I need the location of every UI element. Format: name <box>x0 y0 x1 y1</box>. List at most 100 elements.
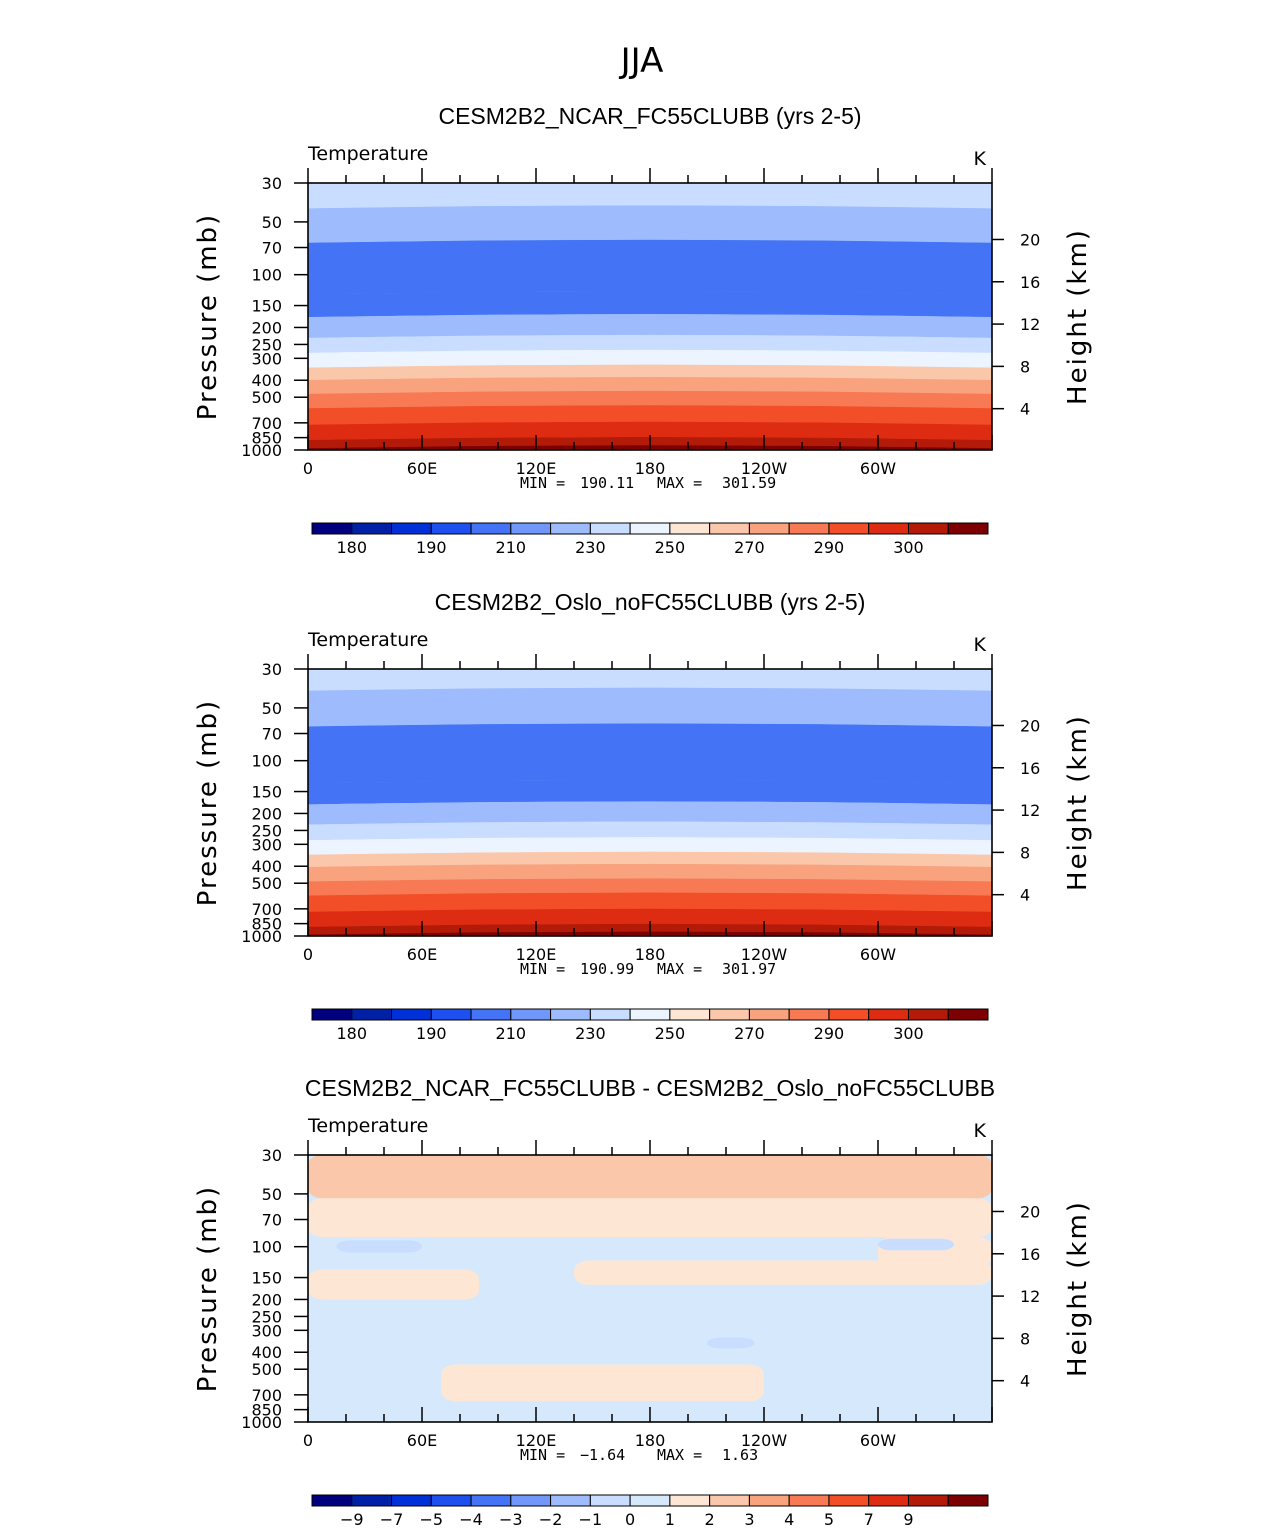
y-tick-label: 50 <box>262 1185 282 1204</box>
y-tick-label: 500 <box>251 388 282 407</box>
y-tick-label: 200 <box>251 1290 282 1309</box>
x-tick-label: 60W <box>860 459 896 478</box>
y-tick-label: 150 <box>251 1269 282 1288</box>
colorbar-label: 300 <box>893 538 924 557</box>
contour-region <box>308 1155 992 1199</box>
y-tick-label: 300 <box>251 835 282 854</box>
colorbar-box <box>589 1008 631 1021</box>
colorbar-box <box>669 522 711 535</box>
x-tick-label: 0 <box>303 945 313 964</box>
panels-group: CESM2B2_NCAR_FC55CLUBB (yrs 2-5) Temperat… <box>193 103 1093 1529</box>
y-tick-label: 1000 <box>241 927 282 946</box>
colorbar-box <box>430 1494 472 1507</box>
max-value: 301.97 <box>722 960 776 978</box>
colorbar-box <box>709 1008 750 1021</box>
height-tick-label: 4 <box>1020 1372 1030 1391</box>
page-title: JJA <box>619 41 664 81</box>
units-label: K <box>974 148 987 170</box>
max-value: 301.59 <box>722 474 776 492</box>
contour-band <box>308 314 992 339</box>
colorbar-box <box>709 522 750 535</box>
colorbar-box <box>589 1494 631 1507</box>
colorbar: 180 190 210 230 250 270 290 300 <box>311 522 989 557</box>
colorbar-label: 250 <box>655 1024 686 1043</box>
x-tick-label: 0 <box>303 1431 313 1450</box>
x-tick-label: 60W <box>860 1431 896 1450</box>
colorbar-label: −9 <box>340 1510 364 1529</box>
height-tick-label: 8 <box>1020 357 1030 376</box>
colorbar-box <box>550 522 591 535</box>
y-axis-right-title: Height (km) <box>1063 228 1093 405</box>
y-axis-title: Pressure (mb) <box>193 699 223 906</box>
height-tick-label: 20 <box>1020 1202 1040 1221</box>
units-label: K <box>974 634 987 656</box>
colorbar-box <box>470 1008 512 1021</box>
y-tick-label: 70 <box>262 725 282 744</box>
height-tick-label: 8 <box>1020 1329 1030 1348</box>
colorbar-label: 230 <box>575 538 606 557</box>
y-axis-title: Pressure (mb) <box>193 1185 223 1392</box>
chart-title: CESM2B2_Oslo_noFC55CLUBB (yrs 2-5) <box>435 589 866 615</box>
y-tick-label: 50 <box>262 213 282 232</box>
x-tick-label: 180 <box>635 459 666 478</box>
y-tick-label: 200 <box>251 318 282 337</box>
colorbar-label: 180 <box>336 538 367 557</box>
height-tick-label: 8 <box>1020 843 1030 862</box>
units-label: K <box>974 1120 987 1142</box>
max-label: MAX = <box>657 474 702 492</box>
colorbar-label: −4 <box>459 1510 483 1529</box>
contour-band <box>308 687 992 727</box>
colorbar-box <box>788 522 830 535</box>
colorbar-box <box>351 1494 393 1507</box>
chart-panel: CESM2B2_NCAR_FC55CLUBB (yrs 2-5) Temperat… <box>193 103 1093 557</box>
contour-region <box>707 1337 755 1349</box>
colorbar: 180 190 210 230 250 270 290 300 <box>311 1008 989 1043</box>
colorbar-label: 290 <box>814 1024 845 1043</box>
y-tick-label: 70 <box>262 239 282 258</box>
min-label: MIN = <box>520 960 565 978</box>
colorbar-label: −3 <box>499 1510 523 1529</box>
y-tick-label: 1000 <box>241 1413 282 1432</box>
contour-region <box>878 1238 954 1251</box>
y-tick-label: 250 <box>251 335 282 354</box>
y-tick-label: 70 <box>262 1211 282 1230</box>
x-tick-label: 0 <box>303 459 313 478</box>
y-axis-right-title: Height (km) <box>1063 1200 1093 1377</box>
colorbar-box <box>868 522 909 535</box>
field-label: Temperature <box>307 629 428 651</box>
max-label: MAX = <box>657 960 702 978</box>
y-tick-label: 300 <box>251 1321 282 1340</box>
y-tick-label: 1000 <box>241 441 282 460</box>
x-tick-label: 180 <box>635 1431 666 1450</box>
y-tick-label: 200 <box>251 804 282 823</box>
chart-panel: CESM2B2_NCAR_FC55CLUBB - CESM2B2_Oslo_no… <box>193 1075 1093 1529</box>
colorbar-label: 210 <box>496 1024 527 1043</box>
y-axis-right-title: Height (km) <box>1063 714 1093 891</box>
y-tick-label: 700 <box>251 1386 282 1405</box>
colorbar-box <box>391 1494 432 1507</box>
colorbar-label: 9 <box>903 1510 913 1529</box>
colorbar-label: 3 <box>744 1510 754 1529</box>
x-tick-label: 180 <box>635 945 666 964</box>
colorbar-label: 2 <box>705 1510 715 1529</box>
colorbar-box <box>947 1008 989 1021</box>
colorbar-box <box>868 1008 909 1021</box>
min-value: −1.64 <box>580 1446 625 1464</box>
y-tick-label: 100 <box>251 1238 282 1257</box>
chart-title: CESM2B2_NCAR_FC55CLUBB - CESM2B2_Oslo_no… <box>305 1075 995 1101</box>
colorbar-box <box>828 522 870 535</box>
contour-band <box>308 780 992 805</box>
colorbar-box <box>947 1494 989 1507</box>
colorbar-box <box>709 1494 750 1507</box>
height-tick-label: 16 <box>1020 1245 1040 1264</box>
min-value: 190.11 <box>580 474 634 492</box>
colorbar-label: 250 <box>655 538 686 557</box>
contour-field <box>308 669 992 936</box>
height-tick-label: 12 <box>1020 315 1040 334</box>
y-tick-label: 30 <box>262 660 282 679</box>
colorbar-box <box>311 1494 353 1507</box>
y-tick-label: 150 <box>251 783 282 802</box>
height-tick-label: 16 <box>1020 273 1040 292</box>
chart-title: CESM2B2_NCAR_FC55CLUBB (yrs 2-5) <box>438 103 861 129</box>
